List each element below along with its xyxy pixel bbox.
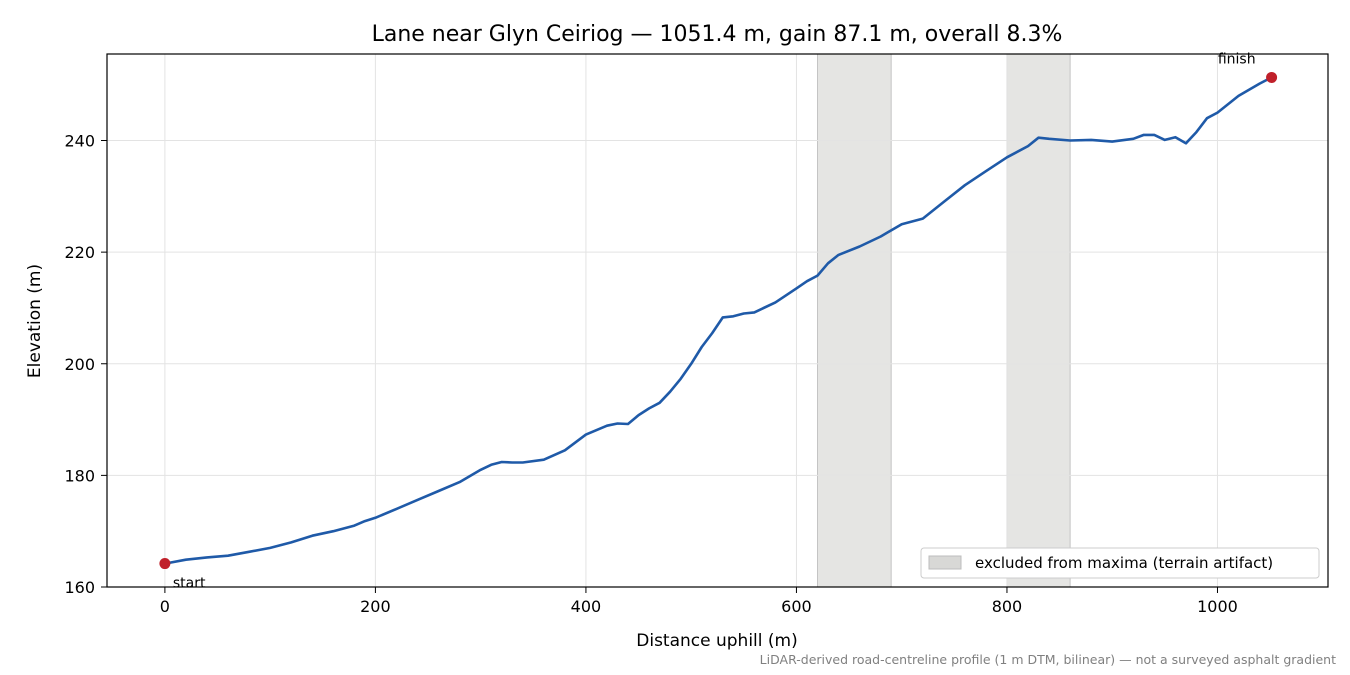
x-tick-label: 400	[571, 597, 602, 616]
legend-swatch	[928, 555, 962, 570]
x-axis-ticks: 0 200 400 600 800 1000	[160, 587, 1238, 616]
y-tick-label: 240	[64, 132, 95, 151]
legend-label: excluded from maxima (terrain artifact)	[975, 554, 1273, 572]
excluded-band-1	[816, 53, 892, 588]
x-tick-label: 200	[360, 597, 391, 616]
x-tick-label: 1000	[1197, 597, 1238, 616]
y-tick-label: 220	[64, 243, 95, 262]
excluded-band-2	[1006, 53, 1071, 588]
y-tick-label: 180	[64, 466, 95, 485]
y-axis-label: Elevation (m)	[25, 264, 45, 378]
y-tick-label: 200	[64, 355, 95, 374]
elevation-profile-line	[164, 76, 1273, 565]
x-tick-label: 0	[160, 597, 170, 616]
chart-title: Lane near Glyn Ceiriog — 1051.4 m, gain …	[372, 22, 1063, 47]
footnote: LiDAR-derived road-centreline profile (1…	[760, 652, 1336, 667]
finish-marker	[1266, 71, 1278, 83]
plot-frame	[106, 53, 1329, 588]
legend-box	[920, 547, 1320, 579]
endpoint-markers: start finish	[159, 51, 1278, 592]
finish-label: finish	[1218, 51, 1256, 67]
start-label: start	[173, 576, 206, 592]
x-tick-label: 800	[992, 597, 1023, 616]
y-tick-label: 160	[64, 578, 95, 597]
y-axis-ticks: 160 180 200 220 240	[64, 132, 107, 597]
x-axis-label: Distance uphill (m)	[636, 631, 797, 651]
legend: excluded from maxima (terrain artifact)	[920, 547, 1320, 579]
x-tick-label: 600	[781, 597, 812, 616]
excluded-bands	[816, 53, 1071, 588]
start-marker	[159, 558, 171, 570]
